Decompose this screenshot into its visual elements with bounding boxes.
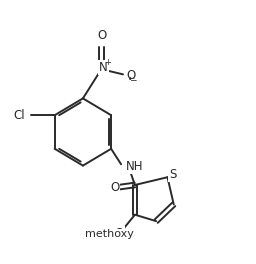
Text: O: O [110,181,120,194]
Text: O: O [97,29,106,41]
Text: methoxy: methoxy [85,229,134,239]
Text: O: O [115,227,124,240]
Text: •⁻: •⁻ [128,75,137,84]
Text: +: + [104,59,111,68]
Text: Cl: Cl [13,109,25,122]
Text: −: − [129,75,137,84]
Text: S: S [169,168,177,181]
Text: N: N [99,61,108,74]
Text: O: O [127,69,136,82]
Text: NH: NH [126,160,143,173]
